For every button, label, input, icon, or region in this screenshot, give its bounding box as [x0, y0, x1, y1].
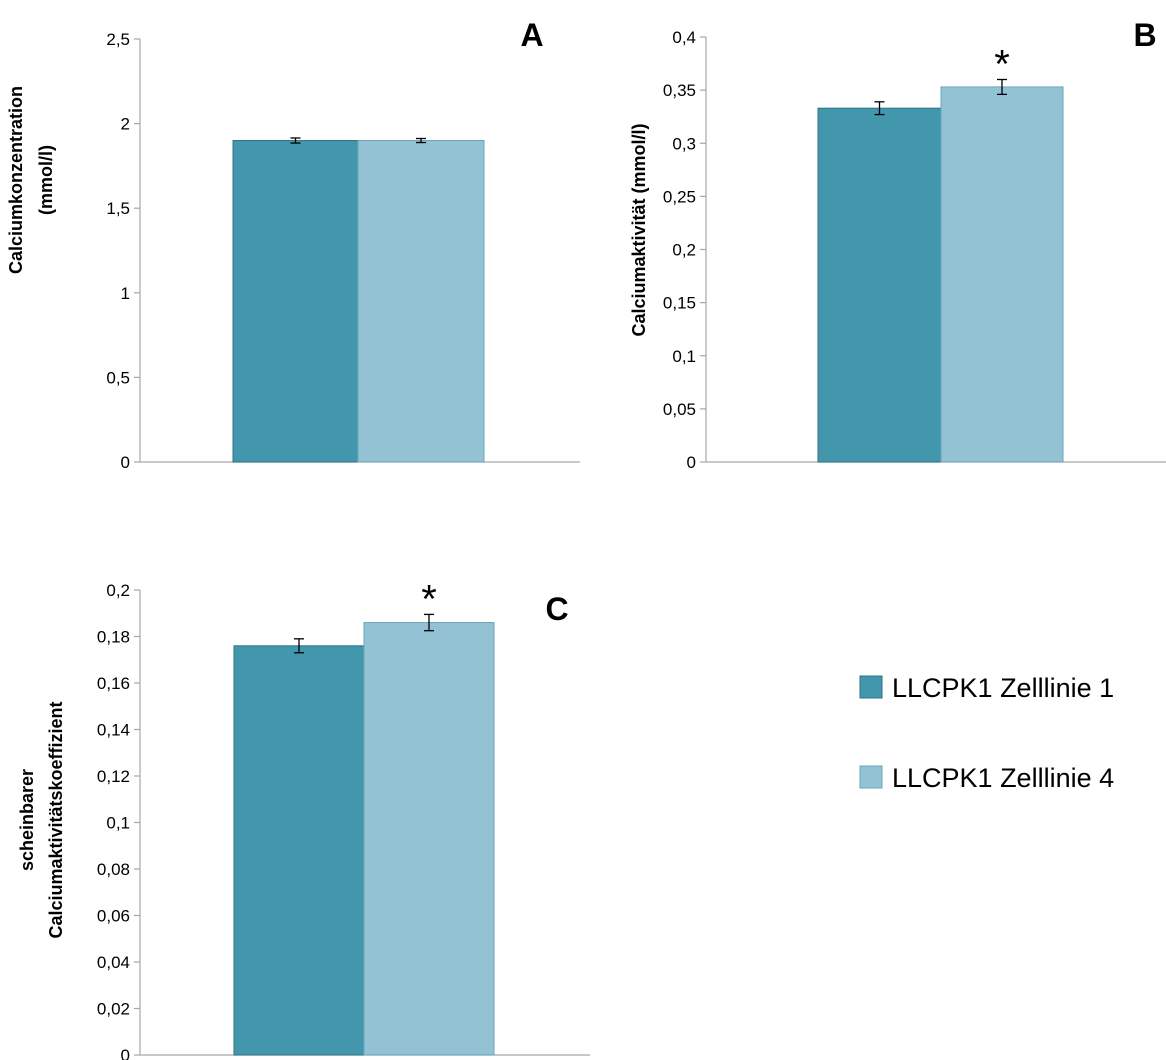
y-tick-label: 0,15 [663, 294, 696, 313]
legend-label-series-1: LLCPK1 Zelllinie 1 [892, 673, 1114, 703]
bar-series-1 [817, 107, 942, 463]
legend-swatch-series-2 [859, 765, 883, 789]
y-tick-label: 0,1 [672, 347, 696, 366]
bar-series-2 [357, 140, 485, 463]
bar-series-1 [232, 140, 359, 463]
y-tick-label: 0,2 [106, 581, 130, 600]
bar-series-2 [940, 86, 1064, 463]
y-axis-title: scheinbarer [17, 769, 37, 871]
y-tick-label: 1,5 [106, 199, 130, 218]
y-tick-label: 0 [121, 453, 130, 472]
y-tick-label: 0,08 [97, 860, 130, 879]
y-tick-label: 0,02 [97, 1000, 130, 1019]
significance-marker: * [421, 577, 437, 621]
y-tick-label: 0,04 [97, 953, 130, 972]
y-tick-label: 0,05 [663, 400, 696, 419]
y-axis-title: (mmol/l) [36, 145, 56, 215]
panel-label: B [1133, 17, 1156, 53]
chart-panel-c: 0 0,02 0,04 0,06 0,08 0,1 0,12 0,14 0,16 0,18 0,2 *… [17, 577, 590, 1060]
y-axis-title: Calciumkonzentration [6, 86, 26, 274]
y-axis-title: Calciumaktivität (mmol/l) [629, 123, 649, 336]
y-tick-label: 0,12 [97, 767, 130, 786]
y-tick-label: 0,3 [672, 134, 696, 153]
y-tick-label: 0 [687, 453, 696, 472]
error-bar-series-2 [997, 78, 1007, 96]
legend-label-series-2: LLCPK1 Zelllinie 4 [892, 763, 1114, 793]
y-tick-label: 0,1 [106, 814, 130, 833]
error-bar-series-1 [290, 137, 301, 144]
error-bar-series-1 [874, 101, 885, 116]
error-bar-series-2 [416, 137, 426, 144]
error-bar-series-1 [294, 638, 304, 654]
y-tick-label: 0 [121, 1046, 130, 1060]
chart-panel-a: 0 0,5 1 1,5 2 2,5 A Calciumkonzentration (mmol/l… [6, 17, 580, 472]
bar-series-2 [363, 622, 495, 1056]
panel-label: C [545, 591, 568, 627]
chart-panel-b: 0 0,05 0,1 0,15 0,2 0,25 0,3 0,35 0,4 * B Calciumak… [629, 17, 1166, 472]
panel-label: A [520, 17, 543, 53]
legend: LLCPK1 Zelllinie 1 LLCPK1 Zelllinie 4 [859, 673, 1114, 793]
y-tick-label: 1 [121, 284, 130, 303]
error-bar-series-2 [424, 613, 434, 632]
y-tick-label: 0,14 [97, 721, 130, 740]
y-tick-label: 0,4 [672, 28, 696, 47]
y-tick-label: 2 [121, 115, 130, 134]
y-tick-label: 0,5 [106, 368, 130, 387]
y-tick-label: 0,25 [663, 187, 696, 206]
y-tick-label: 0,18 [97, 628, 130, 647]
y-tick-label: 0,35 [663, 81, 696, 100]
y-tick-label: 0,06 [97, 907, 130, 926]
y-axis-title: Calciumaktivitätskoeffizient [46, 701, 66, 938]
bar-series-1 [233, 645, 365, 1056]
y-tick-label: 0,16 [97, 674, 130, 693]
y-tick-label: 2,5 [106, 30, 130, 49]
legend-swatch-series-1 [859, 675, 883, 699]
y-tick-label: 0,2 [672, 241, 696, 260]
significance-marker: * [994, 43, 1010, 87]
